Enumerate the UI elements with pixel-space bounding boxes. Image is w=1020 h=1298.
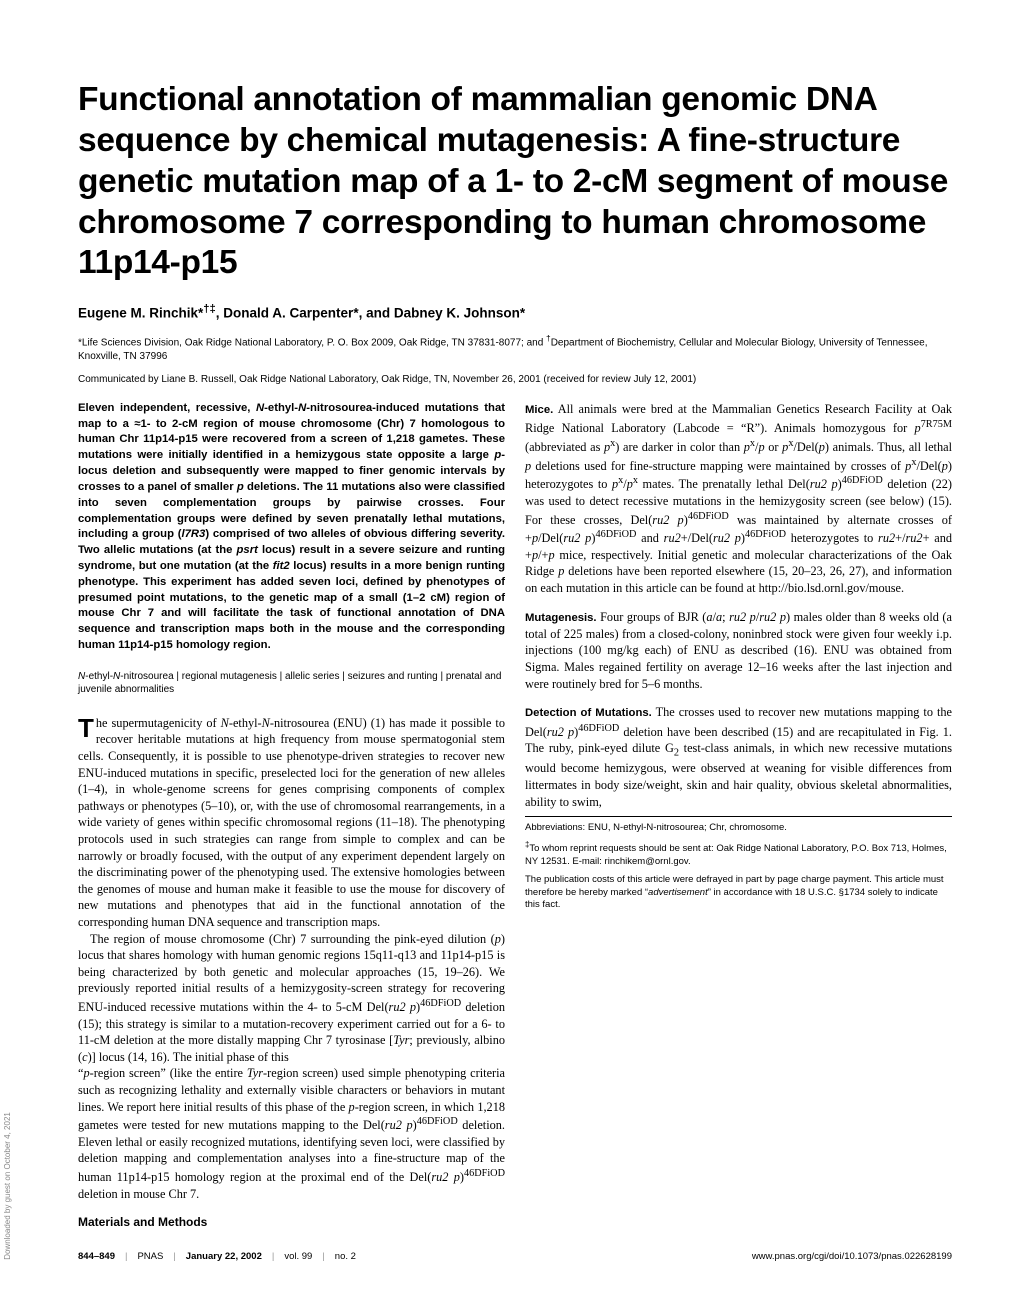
footer-vol: vol. 99 xyxy=(284,1251,312,1264)
footer-date: January 22, 2002 xyxy=(186,1251,262,1264)
footer-journal: PNAS xyxy=(137,1251,163,1264)
methods-heading: Materials and Methods xyxy=(78,1214,505,1230)
footer-sep-4: | xyxy=(322,1251,324,1264)
footnote-reprint: ‡To whom reprint requests should be sent… xyxy=(525,840,952,869)
article-title: Functional annotation of mammalian genom… xyxy=(78,80,952,284)
footer-sep-1: | xyxy=(125,1251,127,1264)
footnote-pubcost: The publication costs of this article we… xyxy=(525,874,952,912)
affiliations: *Life Sciences Division, Oak Ridge Natio… xyxy=(78,333,952,363)
intro-para-2: The region of mouse chromosome (Chr) 7 s… xyxy=(78,931,505,1066)
detection-text: The crosses used to recover new mutation… xyxy=(525,705,952,808)
footer-sep-2: | xyxy=(173,1251,175,1264)
methods-mice: Mice. All animals were bred at the Mamma… xyxy=(525,401,952,597)
footer-doi: www.pnas.org/cgi/doi/10.1073/pnas.022628… xyxy=(752,1251,952,1264)
intro-para-1: The supermutagenicity of N-ethyl-N-nitro… xyxy=(78,715,505,931)
communicated-line: Communicated by Liane B. Russell, Oak Ri… xyxy=(78,373,952,387)
keywords: N-ethyl-N-nitrosourea | regional mutagen… xyxy=(78,670,505,697)
footer-pages: 844–849 xyxy=(78,1251,115,1264)
methods-detection: Detection of Mutations. The crosses used… xyxy=(525,704,952,810)
mutagenesis-runin: Mutagenesis. xyxy=(525,612,597,624)
body-columns: Eleven independent, recessive, N-ethyl-N… xyxy=(78,401,952,1231)
methods-mutagenesis: Mutagenesis. Four groups of BJR (a/a; ru… xyxy=(525,609,952,693)
footnotes: Abbreviations: ENU, N-ethyl-N-nitrosoure… xyxy=(525,816,952,912)
mice-runin: Mice. xyxy=(525,404,553,416)
detection-runin: Detection of Mutations. xyxy=(525,707,652,719)
authors-line: Eugene M. Rinchik*†‡, Donald A. Carpente… xyxy=(78,302,952,323)
footer-sep-3: | xyxy=(272,1251,274,1264)
page-footer: 844–849 | PNAS | January 22, 2002 | vol.… xyxy=(78,1251,952,1264)
abstract: Eleven independent, recessive, N-ethyl-N… xyxy=(78,401,505,654)
footer-issue: no. 2 xyxy=(335,1251,356,1264)
mice-text: All animals were bred at the Mammalian G… xyxy=(525,402,952,595)
download-note: Downloaded by guest on October 4, 2021 xyxy=(3,1112,14,1260)
footnote-abbrev: Abbreviations: ENU, N-ethyl-N-nitrosoure… xyxy=(525,822,952,835)
intro-para-3: “p-region screen” (like the entire Tyr-r… xyxy=(78,1065,505,1202)
